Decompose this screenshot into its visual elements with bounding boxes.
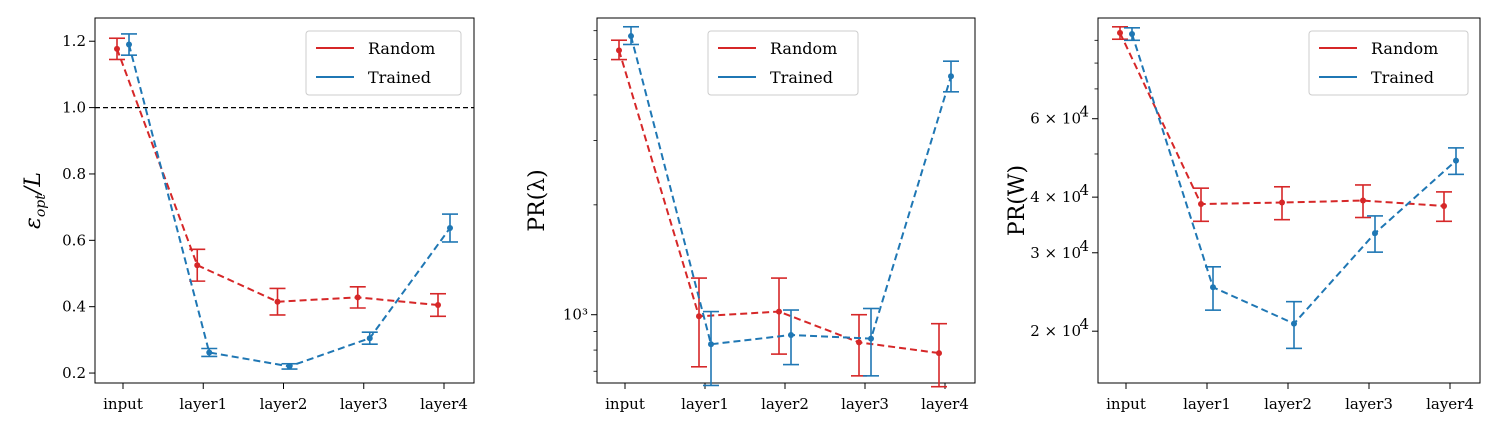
y-axis-label: εopt/L [21,172,49,229]
data-point-random [936,350,942,357]
y-tick-label: 1.0 [62,99,86,117]
legend-label-random: Random [1371,39,1438,58]
data-point-random [354,294,361,301]
data-point-trained [868,335,874,342]
y-tick-label: 3 × 10 [1030,244,1081,262]
data-point-trained [708,341,714,348]
data-point-random [1117,29,1123,36]
x-tick-label: layer2 [1264,395,1312,413]
legend-label-trained: Trained [368,68,431,87]
chart-panel-1: 0.2 0.4 0.6 0.8 1.0 1.2 input layer1 layer2 layer… [21,17,475,413]
data-point-trained [788,331,794,338]
error-bar-random [691,277,707,368]
x-tick-label: layer1 [179,395,227,413]
legend: Random Trained [707,30,859,96]
y-tick-label: 6 × 10 [1030,110,1081,128]
legend: Random Trained [1308,30,1469,96]
data-point-random [1360,197,1366,204]
data-point-trained [948,73,954,80]
y-tick-label: 1.2 [62,32,86,50]
data-point-random [435,302,441,309]
y-tick-label: 0.4 [62,298,86,316]
x-tick-label: layer4 [921,395,969,413]
data-point-trained [628,33,634,40]
x-tick-label: layer3 [841,395,889,413]
data-point-trained [206,349,213,356]
x-tick-label: input [605,395,645,413]
y-tick-label: 10³ [563,306,588,324]
data-point-random [1198,201,1204,208]
x-tick-label: layer2 [260,395,308,413]
x-tick-label: layer4 [1426,395,1474,413]
x-tick-label: layer1 [1183,395,1231,413]
x-tick-label: input [103,395,143,413]
x-tick-label: layer2 [761,395,809,413]
data-point-trained [126,41,132,48]
axes-frame [94,17,475,384]
y-tick-label: 0.6 [62,231,86,249]
data-point-random [776,308,782,315]
data-point-random [696,313,702,320]
data-point-trained [286,363,293,370]
data-point-random [194,262,201,269]
axes-frame [1097,17,1481,384]
legend-label-trained: Trained [770,68,833,87]
x-tick-label: layer3 [1345,395,1393,413]
axes-frame [596,17,976,384]
y-tick-label: 4 × 10 [1030,188,1081,206]
x-tick-label: layer1 [681,395,729,413]
data-point-random [856,339,862,346]
error-bar-trained [703,310,719,387]
y-tick-exponent: 4 [1079,315,1089,333]
data-point-trained [1291,320,1297,327]
y-tick-label: 2 × 10 [1030,322,1081,340]
legend-label-random: Random [368,39,435,58]
x-tick-label: layer3 [340,395,388,413]
y-tick-exponent: 4 [1079,103,1089,121]
legend-label-trained: Trained [1371,68,1434,87]
y-tick-label: 0.8 [62,165,86,183]
y-axis-label: PR(λ) [525,169,550,231]
y-tick-exponent: 4 [1079,181,1089,199]
error-bar-trained [863,307,879,377]
x-tick-label: input [1106,395,1146,413]
y-axis-label: PR(W) [1005,165,1030,236]
data-point-random [616,47,622,54]
data-point-trained [1453,157,1459,164]
data-point-random [274,298,281,305]
data-point-trained [1129,30,1135,37]
data-point-trained [1372,230,1378,237]
y-tick-exponent: 4 [1079,237,1089,255]
data-point-trained [447,225,453,232]
data-point-trained [366,335,373,342]
error-bar-random [771,277,787,355]
y-tick-label: 0.2 [62,364,86,382]
data-point-random [1279,199,1285,206]
legend: Random Trained [305,30,462,96]
x-tick-label: layer4 [420,395,468,413]
data-point-trained [1210,284,1216,291]
chart-panel-2: 10³ input layer1 layer2 layer3 layer4 PR(λ) Ran… [525,17,976,413]
data-point-random [114,45,120,52]
legend-label-random: Random [770,39,837,58]
data-point-random [1441,203,1447,210]
